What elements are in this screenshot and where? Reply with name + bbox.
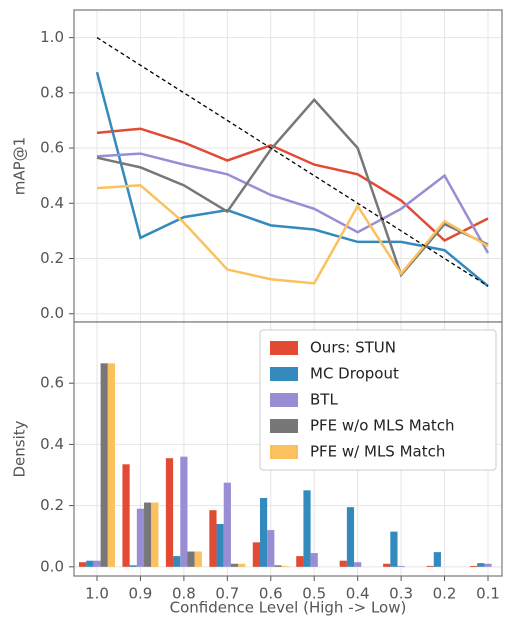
- bar: [484, 563, 492, 567]
- bar: [129, 565, 137, 567]
- bar: [180, 456, 188, 567]
- x-tick-label: 0.8: [172, 585, 196, 603]
- bar: [122, 464, 130, 567]
- legend-swatch: [270, 445, 298, 459]
- bar: [165, 458, 174, 567]
- bar: [216, 523, 224, 567]
- bar: [310, 553, 318, 567]
- y-tick-label: 0.0: [40, 557, 64, 575]
- bar: [383, 563, 391, 567]
- legend-label: Ours: STUN: [310, 339, 396, 357]
- x-tick-label: 0.6: [259, 585, 283, 603]
- bar: [281, 565, 289, 567]
- y-tick-label: 0.2: [40, 249, 64, 267]
- y-tick-label: 0.0: [40, 304, 64, 322]
- bar: [194, 551, 202, 567]
- bar: [296, 556, 304, 567]
- x-tick-label: 0.7: [215, 585, 239, 603]
- legend-swatch: [270, 419, 298, 433]
- bar: [397, 565, 405, 567]
- bar: [144, 502, 152, 567]
- bar: [470, 565, 478, 567]
- y-tick-label: 0.4: [40, 435, 64, 453]
- line: [96, 97, 489, 278]
- bar: [209, 510, 217, 567]
- y-tick-label: 0.8: [40, 83, 64, 101]
- line: [96, 184, 489, 285]
- bar: [426, 565, 434, 567]
- bar: [100, 363, 108, 567]
- bar: [107, 363, 115, 567]
- legend-swatch: [270, 393, 298, 407]
- legend-swatch: [270, 367, 298, 381]
- plot-area: [74, 10, 502, 322]
- x-tick-label: 0.4: [346, 585, 370, 603]
- y-tick-label: 0.2: [40, 496, 64, 514]
- x-tick-label: 0.9: [129, 585, 153, 603]
- legend-label: PFE w/o MLS Match: [310, 417, 455, 435]
- x-tick-label: 0.1: [476, 585, 500, 603]
- bar: [93, 560, 101, 567]
- line: [96, 127, 489, 243]
- bar: [223, 482, 231, 567]
- bar: [151, 502, 159, 567]
- bar: [173, 556, 181, 567]
- x-axis-label: Confidence Level (High -> Low): [170, 599, 407, 617]
- y-axis-label: mAP@1: [11, 137, 29, 195]
- x-tick-label: 1.0: [85, 585, 109, 603]
- legend-label: PFE w/ MLS Match: [310, 443, 445, 461]
- legend-label: MC Dropout: [310, 365, 399, 383]
- y-tick-label: 1.0: [40, 28, 64, 46]
- bar: [477, 563, 485, 567]
- bar: [230, 563, 239, 567]
- bar: [390, 531, 398, 567]
- line: [96, 37, 489, 287]
- bar: [274, 565, 282, 567]
- legend-box: [259, 329, 497, 471]
- y-axis-label: Density: [11, 420, 29, 477]
- bar: [86, 560, 94, 567]
- bar: [303, 490, 311, 567]
- bar: [187, 551, 195, 567]
- bar: [136, 508, 145, 567]
- bar: [346, 507, 355, 567]
- line: [96, 152, 490, 254]
- x-tick-label: 0.3: [389, 585, 413, 603]
- bar: [79, 562, 87, 567]
- bar: [267, 530, 275, 567]
- legend-swatch: [270, 341, 298, 355]
- bar: [238, 563, 246, 567]
- bar: [252, 542, 260, 567]
- bar: [339, 560, 347, 567]
- x-tick-label: 0.5: [302, 585, 326, 603]
- x-tick-label: 0.2: [433, 585, 457, 603]
- axes-frame: [73, 321, 503, 577]
- bar: [259, 497, 268, 567]
- y-tick-label: 0.4: [40, 194, 64, 212]
- y-tick-label: 0.6: [40, 139, 64, 157]
- legend-label: BTL: [310, 391, 338, 409]
- bar: [354, 562, 362, 567]
- bar: [433, 552, 441, 567]
- y-tick-label: 0.6: [40, 374, 64, 392]
